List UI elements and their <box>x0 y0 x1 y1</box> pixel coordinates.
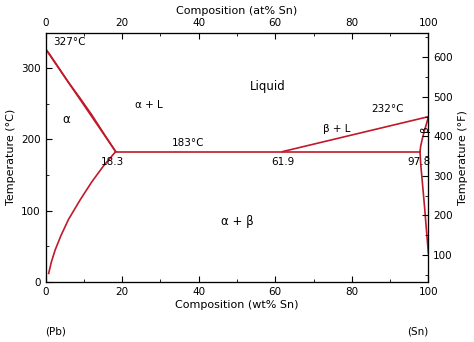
Text: 61.9: 61.9 <box>271 157 294 167</box>
X-axis label: Composition (wt% Sn): Composition (wt% Sn) <box>175 300 299 310</box>
Text: β: β <box>420 126 430 132</box>
Text: (Pb): (Pb) <box>46 327 66 337</box>
Text: 97.8: 97.8 <box>407 157 430 167</box>
Y-axis label: Temperature (°C): Temperature (°C) <box>6 109 16 206</box>
Text: 232°C: 232°C <box>371 104 403 114</box>
Text: α + L: α + L <box>135 100 163 110</box>
Y-axis label: Temperature (°F): Temperature (°F) <box>458 110 468 205</box>
Text: β + L: β + L <box>323 124 350 134</box>
Text: 183°C: 183°C <box>172 138 204 148</box>
Text: α + β: α + β <box>220 215 254 228</box>
Text: (Sn): (Sn) <box>407 327 428 337</box>
Text: 18.3: 18.3 <box>101 157 124 167</box>
Text: 327°C: 327°C <box>53 37 86 47</box>
Text: α: α <box>63 113 71 126</box>
Text: Liquid: Liquid <box>250 80 285 93</box>
X-axis label: Composition (at% Sn): Composition (at% Sn) <box>176 5 298 15</box>
